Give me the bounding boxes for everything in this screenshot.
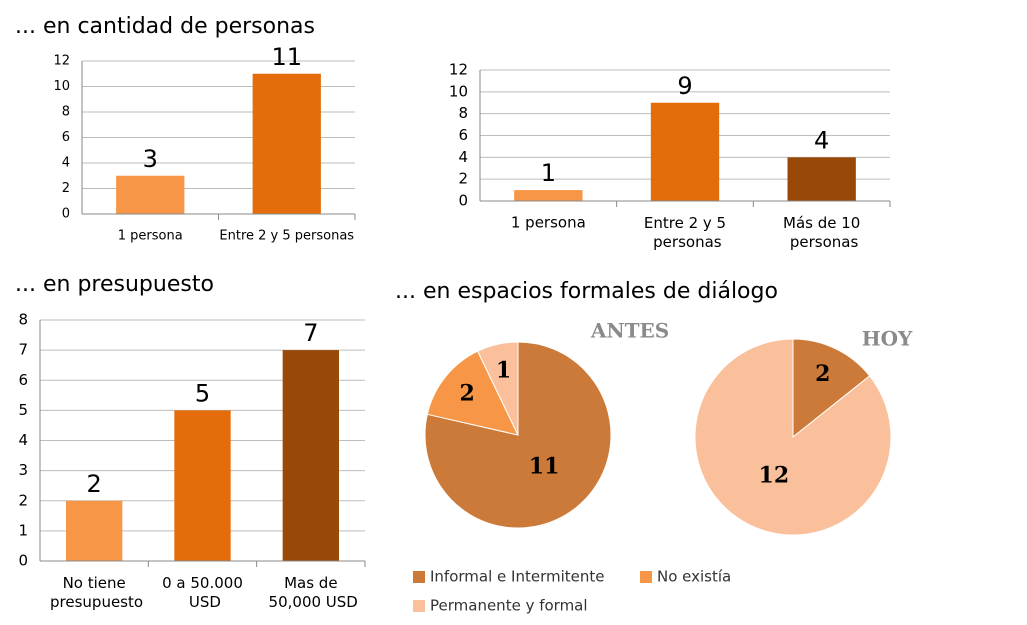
legend-label: Informal e Intermitente bbox=[430, 568, 604, 586]
y-tick-label: 8 bbox=[18, 311, 28, 329]
x-tick-label: No tiene presupuesto bbox=[45, 574, 143, 611]
y-tick-label: 10 bbox=[53, 79, 70, 94]
heading: ... en cantidad de personas bbox=[15, 14, 315, 39]
y-tick-label: 3 bbox=[18, 461, 28, 479]
pie-title: HOY bbox=[862, 327, 913, 351]
bar bbox=[650, 102, 720, 201]
y-tick-label: 0 bbox=[458, 192, 468, 210]
data-label: 1 bbox=[496, 358, 511, 384]
legend-label: Permanente y formal bbox=[430, 597, 588, 615]
bar bbox=[282, 350, 339, 561]
y-tick-label: 6 bbox=[62, 130, 70, 145]
bar bbox=[514, 190, 583, 201]
y-tick-label: 4 bbox=[62, 156, 70, 171]
bar bbox=[116, 175, 185, 214]
y-tick-label: 4 bbox=[18, 431, 28, 449]
y-tick-label: 8 bbox=[62, 105, 70, 120]
data-label: 1 bbox=[541, 159, 556, 187]
y-tick-label: 0 bbox=[62, 207, 70, 222]
data-label: 2 bbox=[87, 470, 102, 498]
bar bbox=[174, 410, 231, 561]
data-label: 12 bbox=[759, 463, 790, 489]
legend-swatch bbox=[640, 571, 652, 583]
y-tick-label: 1 bbox=[18, 521, 28, 539]
data-label: 2 bbox=[459, 380, 474, 406]
y-tick-label: 2 bbox=[18, 491, 28, 509]
x-tick-label: 1 persona bbox=[118, 229, 183, 244]
y-tick-label: 7 bbox=[18, 341, 28, 359]
data-label: 11 bbox=[271, 43, 302, 71]
bar bbox=[252, 73, 321, 214]
heading: ... en espacios formales de diálogo bbox=[395, 279, 778, 304]
y-tick-label: 2 bbox=[458, 170, 468, 188]
data-label: 11 bbox=[529, 454, 560, 480]
pie-slice bbox=[426, 350, 519, 436]
pie-slice bbox=[694, 338, 892, 536]
x-tick-label: Mas de 50,000 USD bbox=[264, 574, 358, 611]
data-label: 7 bbox=[303, 319, 318, 347]
pie-title: ANTES bbox=[590, 319, 669, 343]
data-label: 2 bbox=[815, 361, 830, 387]
y-tick-label: 0 bbox=[18, 552, 28, 570]
x-tick-label: Entre 2 y 5 personas bbox=[219, 229, 354, 244]
data-label: 9 bbox=[677, 72, 692, 100]
y-tick-label: 12 bbox=[449, 61, 468, 79]
data-label: 3 bbox=[143, 145, 158, 173]
y-tick-label: 12 bbox=[53, 54, 70, 69]
y-tick-label: 4 bbox=[458, 148, 468, 166]
y-tick-label: 6 bbox=[458, 126, 468, 144]
legend-swatch bbox=[413, 600, 425, 612]
heading: ... en presupuesto bbox=[15, 272, 214, 297]
x-tick-label: Más de 10 personas bbox=[783, 214, 860, 251]
pie-slice bbox=[792, 338, 871, 439]
data-label: 4 bbox=[814, 126, 829, 154]
y-tick-label: 2 bbox=[62, 181, 70, 196]
legend-swatch bbox=[413, 571, 425, 583]
x-tick-label: Entre 2 y 5 personas bbox=[644, 214, 726, 251]
legend-label: No existía bbox=[657, 568, 731, 586]
x-tick-label: 0 a 50.000 USD bbox=[162, 574, 243, 611]
bar bbox=[787, 157, 856, 201]
pie-slice bbox=[476, 341, 519, 436]
y-tick-label: 6 bbox=[18, 371, 28, 389]
y-tick-label: 10 bbox=[449, 82, 468, 100]
y-tick-label: 8 bbox=[458, 104, 468, 122]
y-tick-label: 5 bbox=[18, 401, 28, 419]
bar bbox=[66, 500, 123, 561]
x-tick-label: 1 persona bbox=[511, 214, 586, 232]
data-label: 5 bbox=[195, 379, 210, 407]
